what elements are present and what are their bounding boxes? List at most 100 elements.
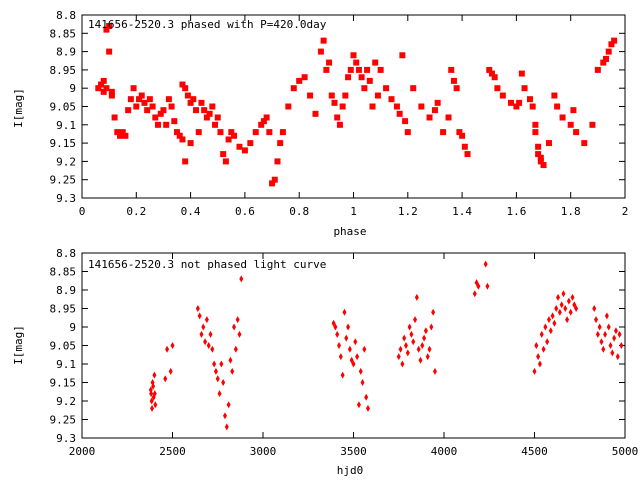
data-point [361, 85, 368, 92]
data-point [396, 353, 401, 361]
data-point [476, 282, 481, 290]
data-point [219, 360, 224, 368]
data-point [426, 114, 433, 121]
data-point [203, 114, 210, 121]
data-point [563, 305, 568, 312]
data-point [355, 66, 362, 73]
data-point [568, 308, 573, 316]
data-point [206, 110, 213, 117]
data-point [170, 342, 175, 349]
data-point [536, 353, 541, 361]
data-point [540, 162, 547, 169]
unphased-chart: 8.8 8.85 8.9 8.95 9 9.05 9.1 9.15 9.2 9.25 9.3 200… [12, 247, 638, 477]
data-point [217, 390, 222, 398]
data-point [355, 353, 360, 361]
data-point [543, 323, 548, 331]
data-point [445, 114, 452, 121]
data-point [358, 74, 365, 81]
data-point [573, 129, 580, 136]
data-point [418, 103, 425, 110]
data-point [338, 353, 343, 361]
data-point [208, 330, 213, 338]
data-point [106, 48, 113, 55]
data-point [269, 180, 276, 187]
phased-y-tick-label: 9.2 [56, 155, 76, 168]
data-point [163, 375, 168, 383]
unphased-y-tick-label: 9.25 [50, 414, 77, 427]
data-point [152, 371, 157, 379]
data-point [241, 147, 248, 154]
data-point [117, 132, 124, 139]
data-point [453, 85, 460, 92]
data-point [333, 323, 338, 331]
data-point [486, 66, 493, 73]
data-point [353, 338, 358, 346]
data-point [552, 319, 557, 327]
data-point [210, 345, 215, 353]
data-point [141, 99, 148, 106]
data-point [600, 59, 607, 66]
data-point [347, 345, 352, 353]
data-point [374, 92, 381, 99]
data-point [111, 114, 118, 121]
data-point [416, 345, 421, 353]
data-point [144, 107, 151, 114]
data-point [247, 140, 254, 147]
data-point [342, 308, 347, 316]
data-point [364, 393, 369, 401]
data-point [537, 360, 542, 368]
data-point [372, 59, 379, 66]
data-point [190, 96, 197, 103]
data-point [608, 41, 615, 48]
unphased-x-tick-label: 4500 [521, 445, 548, 458]
data-point [168, 103, 175, 110]
data-point [383, 85, 390, 92]
data-point [413, 316, 418, 324]
data-point [358, 367, 363, 375]
data-point [410, 85, 417, 92]
data-point [152, 114, 159, 121]
unphased-x-tick-label: 2500 [159, 445, 186, 458]
data-point [483, 260, 488, 268]
data-point [398, 345, 403, 353]
data-point [209, 103, 216, 110]
data-point [603, 330, 608, 338]
data-point [347, 66, 354, 73]
phased-x-tick-label: 1.4 [452, 205, 472, 218]
data-point [554, 103, 561, 110]
data-point [351, 360, 356, 368]
unphased-x-tick-label: 3500 [340, 445, 367, 458]
data-point [220, 151, 227, 158]
phased-x-tick-labels: 0 0.2 0.4 0.6 0.8 1 1.2 1.4 1.6 1.8 2 [79, 205, 629, 218]
phased-y-tick-label: 8.95 [50, 64, 77, 77]
data-point [429, 323, 434, 331]
data-point [450, 77, 457, 84]
data-point [201, 107, 208, 114]
data-point [507, 99, 514, 106]
phased-x-tick-label: 0 [79, 205, 86, 218]
data-point [260, 118, 267, 125]
data-point [195, 129, 202, 136]
data-point [237, 330, 242, 338]
data-point [574, 305, 579, 312]
data-point [420, 342, 425, 349]
data-point [301, 74, 308, 81]
data-point [122, 132, 129, 139]
data-point [494, 85, 501, 92]
data-point [581, 140, 588, 147]
phased-x-tick-label: 0.4 [181, 205, 201, 218]
data-point [606, 323, 611, 331]
data-point [556, 293, 561, 301]
data-point [608, 342, 613, 349]
data-point [182, 85, 189, 92]
data-point [409, 330, 414, 338]
data-point [548, 327, 553, 335]
data-point [472, 290, 477, 298]
phased-x-tick-label: 1.2 [398, 205, 418, 218]
data-point [535, 143, 542, 150]
data-point [215, 375, 220, 383]
data-point [198, 99, 205, 106]
data-point [388, 96, 395, 103]
data-point [595, 330, 600, 338]
data-point [193, 107, 200, 114]
